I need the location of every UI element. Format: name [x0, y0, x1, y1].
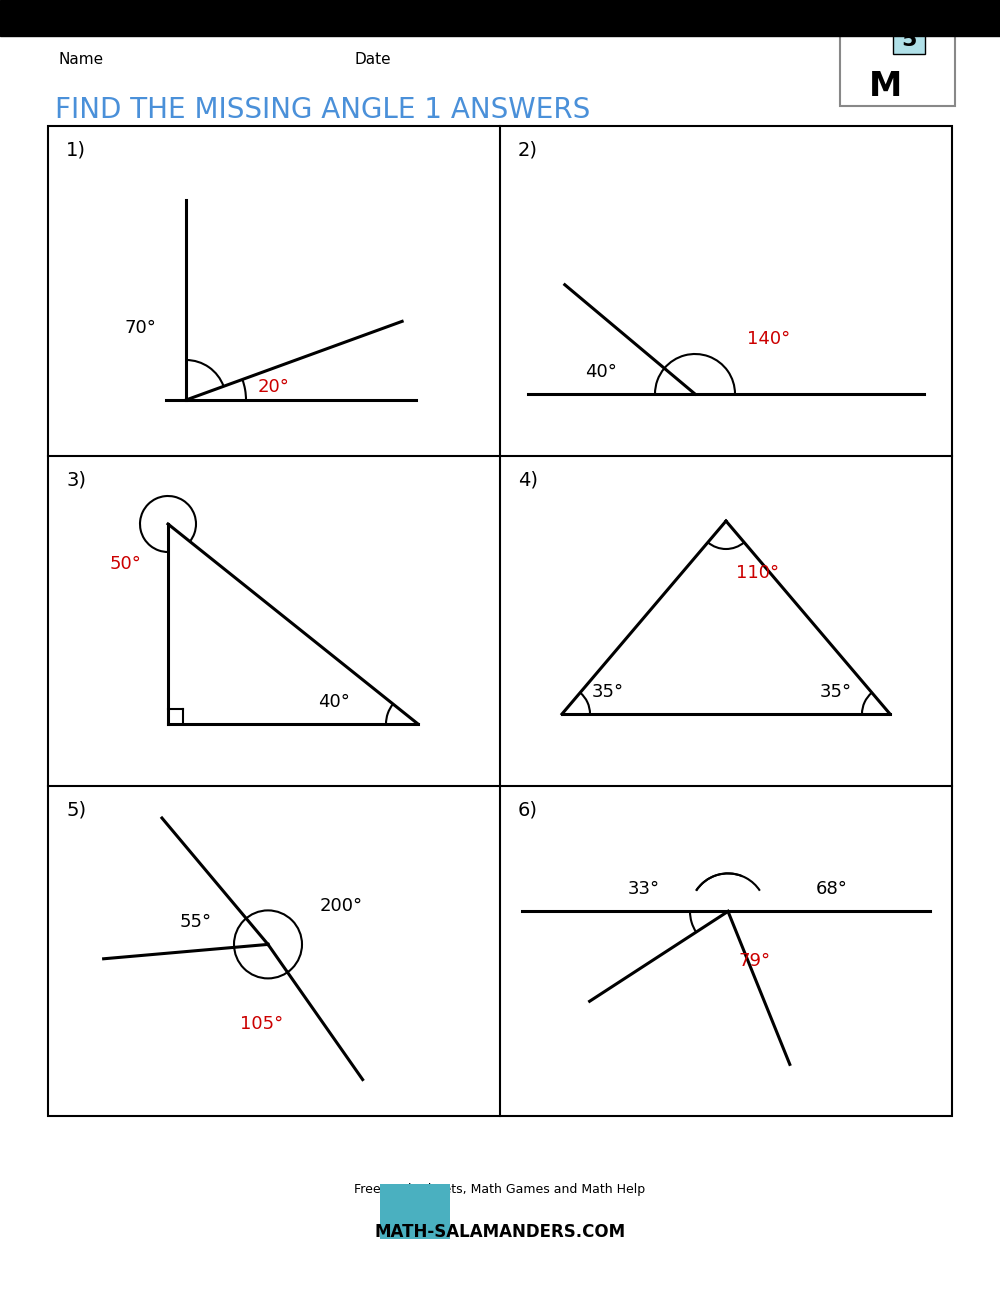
Bar [893, 26, 925, 54]
Text: 33°: 33° [628, 880, 660, 898]
Text: 20°: 20° [258, 378, 290, 396]
Text: 35°: 35° [820, 683, 852, 701]
Text: 4): 4) [518, 470, 538, 489]
Text: FIND THE MISSING ANGLE 1 ANSWERS: FIND THE MISSING ANGLE 1 ANSWERS [55, 96, 590, 124]
Text: 79°: 79° [738, 952, 770, 970]
Text: 5): 5) [66, 800, 86, 819]
Text: 105°: 105° [240, 1016, 283, 1034]
Text: Free Math Sheets, Math Games and Math Help: Free Math Sheets, Math Games and Math He… [354, 1183, 646, 1196]
Bar [380, 1184, 450, 1238]
Bar [840, 21, 955, 106]
Text: 6): 6) [518, 800, 538, 819]
Text: 35°: 35° [592, 683, 624, 701]
Text: 5: 5 [901, 30, 917, 50]
Text: 140°: 140° [747, 330, 790, 348]
Text: 200°: 200° [320, 898, 363, 915]
Text: M: M [868, 70, 902, 102]
Text: 70°: 70° [124, 320, 156, 336]
Text: 1): 1) [66, 140, 86, 159]
Text: MATH-SALAMANDERS.COM: MATH-SALAMANDERS.COM [374, 1223, 626, 1241]
Text: 2): 2) [518, 140, 538, 159]
Text: Date: Date [355, 52, 392, 66]
Text: 3): 3) [66, 470, 86, 489]
Text: 68°: 68° [816, 880, 848, 898]
Text: 40°: 40° [585, 364, 617, 380]
Bar [48, 126, 952, 1115]
Text: 40°: 40° [318, 694, 350, 710]
Text: 110°: 110° [736, 564, 779, 582]
Bar [0, 0, 1000, 36]
Text: Name: Name [58, 52, 103, 66]
Text: 55°: 55° [180, 914, 212, 932]
Text: 50°: 50° [110, 555, 142, 573]
